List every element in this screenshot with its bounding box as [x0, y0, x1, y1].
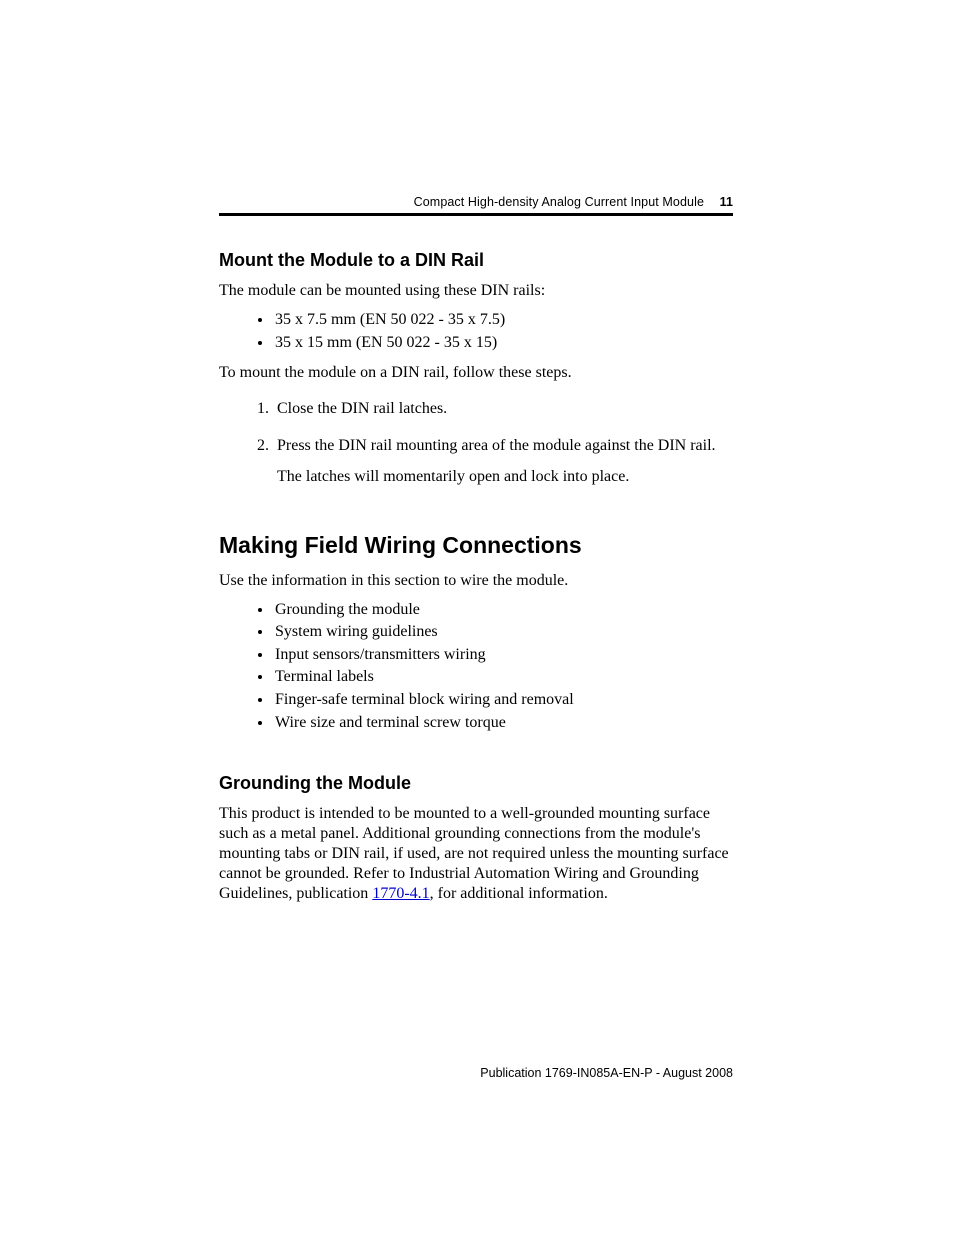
paragraph-grounding: This product is intended to be mounted t… [219, 804, 733, 904]
page: Compact High-density Analog Current Inpu… [0, 0, 954, 1235]
step-followup: The latches will momentarily open and lo… [277, 467, 733, 488]
list-item: 35 x 7.5 mm (EN 50 022 - 35 x 7.5) [273, 309, 733, 331]
header-rule [219, 213, 733, 216]
mount-steps-list: Close the DIN rail latches. Press the DI… [273, 399, 733, 487]
list-item: Press the DIN rail mounting area of the … [273, 436, 733, 488]
paragraph: To mount the module on a DIN rail, follo… [219, 363, 733, 383]
running-header: Compact High-density Analog Current Inpu… [219, 195, 733, 209]
din-rails-list: 35 x 7.5 mm (EN 50 022 - 35 x 7.5) 35 x … [273, 309, 733, 353]
heading-field-wiring: Making Field Wiring Connections [219, 532, 733, 559]
header-title: Compact High-density Analog Current Inpu… [414, 195, 704, 209]
paragraph: The module can be mounted using these DI… [219, 281, 733, 301]
list-item: Close the DIN rail latches. [273, 399, 733, 420]
list-item: Terminal labels [273, 666, 733, 688]
footer-publication: Publication 1769-IN085A-EN-P - August 20… [480, 1066, 733, 1080]
list-item: Finger-safe terminal block wiring and re… [273, 689, 733, 711]
list-item: 35 x 15 mm (EN 50 022 - 35 x 15) [273, 332, 733, 354]
heading-grounding: Grounding the Module [219, 773, 733, 794]
page-number: 11 [720, 195, 733, 209]
paragraph-text: , for additional information. [430, 885, 608, 902]
list-item: Grounding the module [273, 599, 733, 621]
wiring-topics-list: Grounding the module System wiring guide… [273, 599, 733, 734]
list-item: Wire size and terminal screw torque [273, 712, 733, 734]
heading-mount-module: Mount the Module to a DIN Rail [219, 250, 733, 271]
content-area: Mount the Module to a DIN Rail The modul… [219, 250, 733, 912]
section-gap [219, 743, 733, 773]
step-text: Press the DIN rail mounting area of the … [277, 437, 716, 454]
list-item: Input sensors/transmitters wiring [273, 644, 733, 666]
publication-link[interactable]: 1770-4.1 [372, 885, 429, 902]
paragraph: Use the information in this section to w… [219, 571, 733, 591]
list-item: System wiring guidelines [273, 621, 733, 643]
step-text: Close the DIN rail latches. [277, 400, 447, 417]
